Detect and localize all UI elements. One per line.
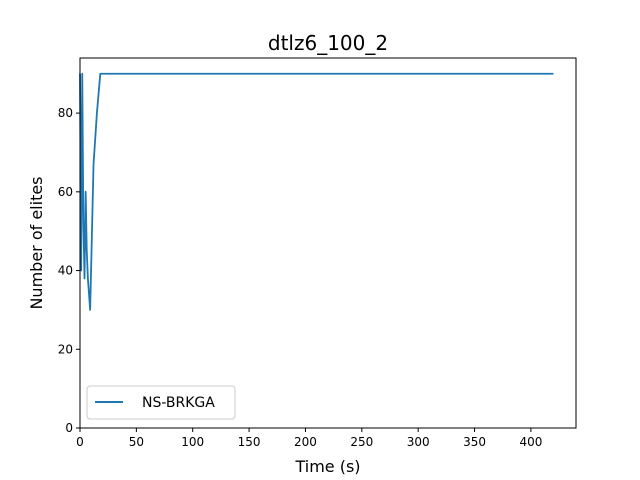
plot-area (80, 58, 576, 428)
x-tick-label: 400 (519, 435, 542, 449)
x-tick-label: 200 (294, 435, 317, 449)
legend-box (86, 385, 236, 420)
y-tick-label: 20 (58, 342, 73, 356)
y-tick-label: 40 (58, 264, 73, 278)
legend: NS-BRKGA (86, 385, 236, 420)
y-tick-label: 60 (58, 185, 73, 199)
series-layer (79, 72, 554, 311)
x-tick-label: 150 (238, 435, 261, 449)
y-tick-label: 80 (58, 106, 73, 120)
y-tick-label: 0 (65, 421, 73, 435)
x-tick-label: 100 (181, 435, 204, 449)
chart-title: dtlz6_100_2 (268, 31, 388, 55)
x-tick-label: 300 (407, 435, 430, 449)
ticks: 0 50 100 150 200 250 300 350 400 0 20 40 60 80 (58, 106, 543, 449)
y-axis-label: Number of elites (27, 176, 46, 309)
x-tick-label: 0 (76, 435, 84, 449)
plot-frame (79, 57, 577, 429)
x-tick-label: 250 (350, 435, 373, 449)
series-line-ns-brkga (79, 72, 554, 311)
x-axis-label: Time (s) (294, 457, 360, 476)
x-tick-label: 50 (129, 435, 144, 449)
x-tick-label: 350 (463, 435, 486, 449)
legend-label: NS-BRKGA (142, 395, 215, 411)
